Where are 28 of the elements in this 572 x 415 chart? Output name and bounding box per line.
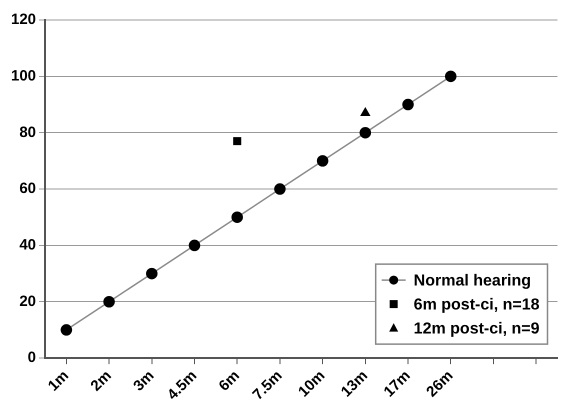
- point: [60, 324, 72, 336]
- point: [316, 155, 328, 167]
- x-tick-label: 26m: [423, 367, 456, 400]
- point: [103, 296, 115, 308]
- point: [360, 126, 372, 138]
- x-tick-label: 1m: [44, 367, 72, 395]
- y-tick-label: 120: [10, 11, 36, 28]
- legend-label: 12m post-ci, n=9: [414, 320, 540, 338]
- y-tick-label: 0: [28, 349, 36, 366]
- x-tick-label: 3m: [130, 367, 158, 395]
- legend-label: Normal hearing: [414, 272, 532, 290]
- x-tick-label: 10m: [295, 367, 328, 400]
- y-tick-label: 40: [19, 236, 36, 254]
- y-tick-label: 20: [19, 292, 36, 310]
- x-tick-label: 13m: [338, 367, 372, 400]
- y-tick-label: 80: [19, 124, 36, 141]
- y-tick-label: 100: [10, 67, 36, 84]
- point: [146, 268, 158, 280]
- x-tick-label: 6m: [216, 367, 243, 395]
- point: [274, 183, 286, 195]
- legend-label: 6m post-ci, n=18: [414, 296, 540, 314]
- y-tick-label: 60: [19, 180, 36, 198]
- x-tick-label: 17m: [380, 367, 414, 400]
- point: [402, 98, 414, 110]
- point: [231, 211, 243, 223]
- point: [188, 240, 200, 252]
- x-tick-label: 2m: [87, 367, 115, 395]
- point: [444, 70, 456, 82]
